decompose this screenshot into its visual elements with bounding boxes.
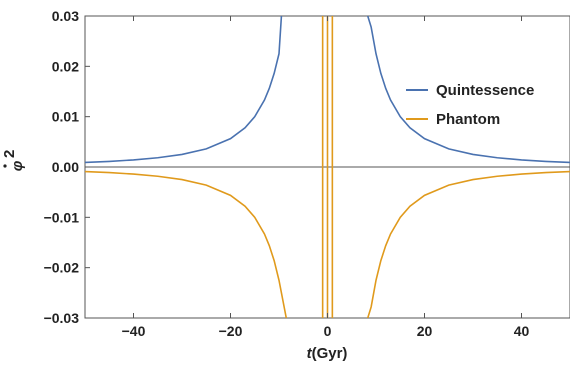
y-axis-ticks: −0.03 −0.02 −0.01 0.00 0.01 0.02 0.03 bbox=[44, 8, 90, 326]
x-tick-label: −20 bbox=[219, 323, 243, 339]
y-axis-title: φ 2 bbox=[1, 150, 26, 172]
y-axis-title-symbol: φ bbox=[9, 160, 26, 171]
series-layer bbox=[85, 16, 570, 318]
phantom-curve-2 bbox=[366, 170, 570, 318]
x-axis-title: t(Gyr) bbox=[307, 345, 348, 362]
y-axis-title-exponent: 2 bbox=[1, 150, 18, 158]
y-tick-label: 0.00 bbox=[52, 159, 79, 175]
y-tick-label: −0.01 bbox=[44, 209, 80, 225]
legend-label-quintessence: Quintessence bbox=[436, 82, 534, 99]
y-tick-label: −0.02 bbox=[44, 260, 80, 276]
x-tick-label: 20 bbox=[417, 323, 433, 339]
y-tick-label: −0.03 bbox=[44, 310, 80, 326]
x-tick-label: −40 bbox=[122, 323, 146, 339]
legend: Quintessence Phantom bbox=[406, 82, 534, 128]
x-tick-label: 0 bbox=[324, 323, 332, 339]
x-axis-ticks: −40 −20 0 20 40 bbox=[122, 16, 530, 339]
x-axis-title-unit: (Gyr) bbox=[312, 345, 348, 362]
legend-label-phantom: Phantom bbox=[436, 111, 500, 128]
x-tick-label: 40 bbox=[514, 323, 530, 339]
x-axis-title-var: t bbox=[307, 345, 313, 362]
phantom-curve-1 bbox=[85, 170, 288, 318]
quintessence-curve-2 bbox=[366, 16, 570, 164]
y-tick-label: 0.01 bbox=[52, 109, 79, 125]
quintessence-curve-1 bbox=[85, 16, 283, 164]
y-tick-label: 0.02 bbox=[52, 58, 79, 74]
y-tick-label: 0.03 bbox=[52, 8, 79, 24]
y-axis-title-dot bbox=[3, 164, 7, 168]
